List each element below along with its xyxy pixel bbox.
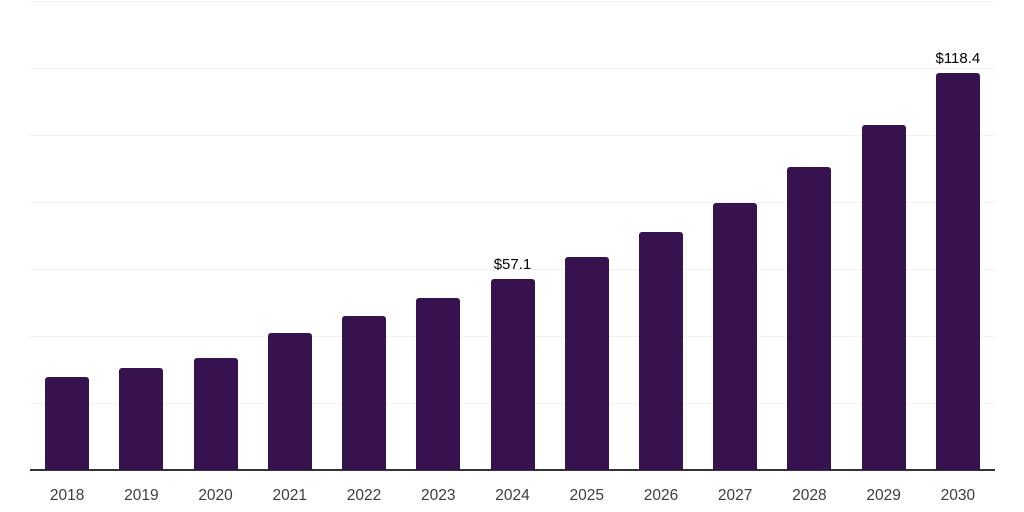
value-label-2030: $118.4 (935, 50, 981, 68)
x-tick-label-2025: 2025 (569, 487, 604, 504)
x-tick-label-2028: 2028 (792, 487, 827, 504)
gridline-y-80 (30, 202, 995, 203)
x-tick-label-2023: 2023 (421, 487, 456, 504)
x-tick-label-2022: 2022 (346, 487, 382, 504)
gridline-y-140 (30, 1, 995, 2)
gridline-y-120 (30, 68, 995, 69)
bar-2030 (935, 73, 980, 470)
bar-2023 (416, 298, 461, 470)
bar-2019 (119, 368, 164, 470)
bar-2027 (713, 203, 758, 470)
bar-2024 (490, 278, 535, 470)
x-tick-label-2018: 2018 (49, 487, 85, 504)
x-tick-label-2027: 2027 (717, 487, 753, 504)
bar-2020 (193, 358, 238, 470)
x-tick-label-2030: 2030 (940, 487, 976, 504)
bar-2028 (787, 167, 832, 470)
bar-2021 (267, 332, 312, 470)
gridline-y-100 (30, 135, 995, 136)
x-tick-label-2021: 2021 (272, 487, 308, 504)
bar-2018 (45, 376, 90, 470)
value-label-2024: $57.1 (493, 255, 532, 273)
x-axis-line (30, 469, 995, 471)
x-tick-label-2024: 2024 (495, 487, 530, 504)
x-tick-label-2020: 2020 (198, 487, 233, 504)
bar-2026 (638, 232, 683, 470)
bar-2022 (342, 316, 387, 470)
bar-2029 (861, 124, 906, 470)
x-tick-label-2019: 2019 (124, 487, 159, 504)
x-tick-label-2029: 2029 (866, 487, 901, 504)
x-tick-label-2026: 2026 (643, 487, 679, 504)
bar-2025 (564, 256, 609, 470)
